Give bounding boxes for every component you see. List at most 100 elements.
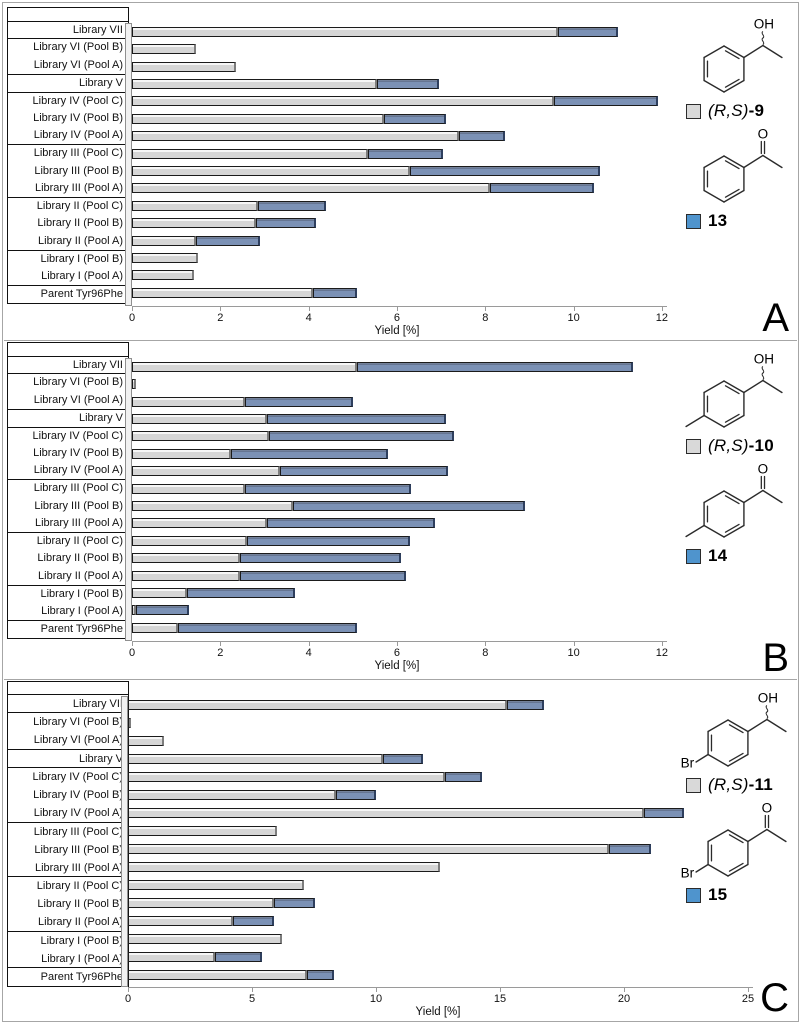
category-label: Library II (Pool C) (36, 880, 123, 892)
category-label: Library VI (Pool B) (33, 376, 123, 389)
bar-library-vii (132, 26, 618, 37)
bar-segment-alcohol (132, 61, 236, 72)
category-label: Library IV (Pool C) (32, 94, 123, 107)
bar-segment-alcohol (132, 500, 293, 511)
x-axis-tick-label: 15 (493, 993, 507, 1005)
bar-segment-alcohol (132, 396, 245, 407)
svg-text:Br: Br (681, 866, 695, 881)
bar-parent-tyr96phe (132, 287, 357, 298)
legend-item-alcohol: (R,S)-11 (686, 775, 773, 795)
x-axis-tick-label: 5 (248, 993, 256, 1005)
bar-library-ii-pool-a- (132, 235, 260, 246)
bar-segment-alcohol (132, 113, 384, 124)
svg-text:O: O (758, 127, 769, 142)
category-label: Library V (78, 752, 123, 765)
x-axis-tick-label: 8 (482, 647, 489, 659)
x-axis-tick (485, 642, 487, 646)
category-group-box: Library V (7, 748, 129, 769)
bar-segment-alcohol (132, 26, 558, 37)
bar-segment-ketone (247, 535, 410, 546)
x-axis-tick-label: 0 (128, 312, 136, 324)
x-axis-tick-label: 10 (567, 312, 580, 324)
category-label: Library II (Pool B) (37, 898, 123, 910)
bar-library-iv-pool-a- (132, 131, 505, 142)
category-label: Library I (Pool B) (40, 252, 123, 265)
category-group-box: Parent Tyr96Phe (7, 284, 129, 305)
category-label: Library III (Pool B) (34, 499, 123, 512)
bar-segment-ketone (267, 518, 435, 529)
bar-library-ii-pool-a- (128, 916, 274, 926)
bar-library-iii-pool-c- (132, 483, 411, 494)
bar-parent-tyr96phe (132, 622, 357, 633)
svg-text:OH: OH (754, 17, 774, 32)
bar-library-ii-pool-b- (132, 218, 316, 229)
bar-library-ii-pool-a- (132, 570, 406, 581)
category-group-box: Library I (Pool B) Library I (Pool A) (7, 930, 129, 969)
category-label: Library I (Pool B) (40, 587, 123, 600)
category-group-box: Library IV (Pool C) Library IV (Pool B) Li… (7, 426, 129, 481)
category-label: Library I (Pool A) (41, 604, 123, 617)
bar-segment-alcohol (132, 148, 368, 159)
bar-segment-ketone (554, 96, 658, 107)
bar-library-ii-pool-c- (128, 880, 304, 890)
legend: OH (R,S)-10 O 14 (658, 341, 796, 679)
x-axis-tick (220, 642, 222, 646)
category-label: Library IV (Pool C) (32, 771, 123, 783)
category-label: Library II (Pool A) (38, 234, 123, 247)
legend-swatch-blue (686, 548, 701, 564)
x-axis-tick-label: 25 (741, 993, 755, 1005)
bar-library-ii-pool-b- (132, 553, 401, 564)
x-axis-tick (500, 988, 501, 992)
bar-segment-alcohol (132, 431, 269, 442)
axis-title: Yield [%] (374, 325, 420, 337)
legend-label-ketone: 14 (708, 546, 728, 565)
category-label: Library III (Pool B) (34, 164, 123, 177)
x-axis-line (128, 987, 753, 988)
bar-library-i-pool-b- (132, 252, 198, 263)
x-axis-tick (624, 988, 625, 992)
x-axis-tick (220, 307, 222, 311)
category-group-box: Parent Tyr96Phe (7, 967, 129, 987)
bar-library-iv-pool-a- (128, 808, 684, 818)
bar-segment-alcohol (128, 754, 383, 764)
bar-segment-ketone (307, 970, 334, 980)
panel-b: Library VII Library VI (Pool B) Library VI… (4, 340, 797, 679)
bar-segment-alcohol (132, 287, 313, 298)
panel-letter: B (762, 636, 789, 680)
legend: OH (R,S)-9 O 13 (658, 6, 796, 339)
svg-text:OH: OH (754, 352, 774, 367)
axis-title: Yield [%] (415, 1006, 461, 1018)
bar-segment-alcohol (132, 483, 245, 494)
category-label: Library III (Pool A) (34, 182, 123, 195)
x-axis-tick-label: 0 (124, 993, 132, 1005)
bar-parent-tyr96phe (128, 970, 334, 980)
bar-library-iii-pool-a- (128, 862, 440, 872)
bar-segment-alcohol (128, 880, 304, 890)
bar-segment-alcohol (132, 183, 490, 194)
bar-segment-alcohol (128, 790, 336, 800)
bar-segment-alcohol (132, 622, 178, 633)
category-label: Library VI (Pool A) (33, 393, 123, 406)
plot-wall-3d (121, 696, 128, 987)
category-label: Library III (Pool C) (33, 825, 123, 838)
bar-segment-ketone (644, 808, 684, 818)
bar-segment-ketone (558, 26, 618, 37)
bar-library-vi-pool-a- (128, 736, 164, 746)
bar-segment-ketone (459, 131, 505, 142)
plot-wall-3d (125, 23, 132, 306)
category-group-box: Library I (Pool B) Library I (Pool A) (7, 249, 129, 287)
category-label: Library VII (72, 697, 123, 710)
bar-segment-alcohol (128, 700, 507, 710)
bar-segment-ketone (136, 605, 189, 616)
category-label: Library II (Pool C) (36, 199, 123, 212)
bar-segment-alcohol (128, 718, 131, 728)
category-label: Library VI (Pool A) (33, 58, 123, 71)
category-label: Library IV (Pool B) (33, 789, 123, 801)
category-label: Parent Tyr96Phe (40, 971, 123, 983)
bar-segment-ketone (269, 431, 454, 442)
bar-segment-alcohol (132, 131, 459, 142)
bar-segment-alcohol (132, 466, 280, 477)
bar-segment-alcohol (132, 200, 258, 211)
x-axis-tick (376, 988, 377, 992)
bar-library-iii-pool-a- (132, 518, 435, 529)
